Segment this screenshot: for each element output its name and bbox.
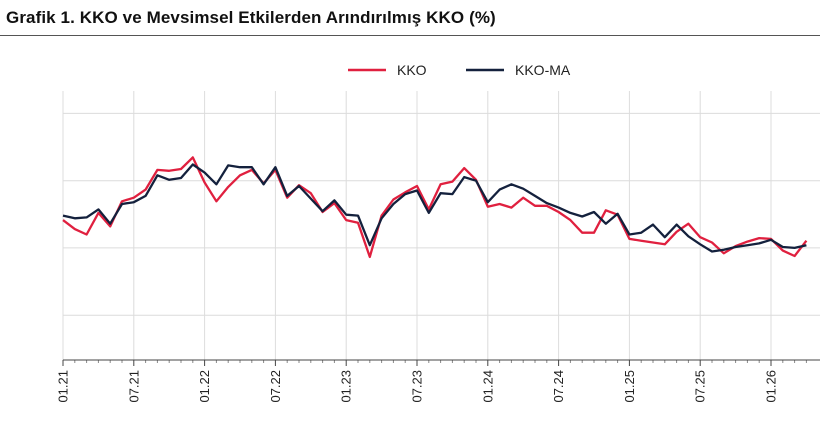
x-tick-label: 01.22	[197, 370, 212, 403]
series-line-kko-ma	[62, 163, 807, 253]
x-tick-label: 01.21	[56, 370, 71, 403]
x-axis: 01.21 07.21 01.22 07.22 01.23 07.23 01.24 07.24…	[56, 359, 820, 403]
x-tick-label: 07.25	[693, 370, 708, 403]
x-tick-label: 01.25	[622, 370, 637, 403]
x-tick-label: 07.21	[126, 370, 141, 403]
legend-label-kko-ma: KKO-MA	[515, 62, 571, 78]
x-tick-label: 07.23	[410, 370, 425, 403]
gridlines	[62, 91, 820, 360]
legend-label-kko: KKO	[397, 62, 427, 78]
x-tick-label: 07.22	[268, 370, 283, 403]
x-tick-label: 01.23	[339, 370, 354, 403]
x-tick-label: 01.24	[480, 370, 495, 403]
x-tick-label: 07.24	[551, 370, 566, 403]
title-divider	[0, 35, 820, 36]
legend: KKO KKO-MA	[348, 62, 571, 78]
x-tick-label: 01.26	[764, 370, 779, 403]
series-lines	[62, 156, 808, 259]
chart-title: Grafik 1. KKO ve Mevsimsel Etkilerden Ar…	[6, 8, 496, 27]
series-line-kko	[62, 156, 808, 259]
